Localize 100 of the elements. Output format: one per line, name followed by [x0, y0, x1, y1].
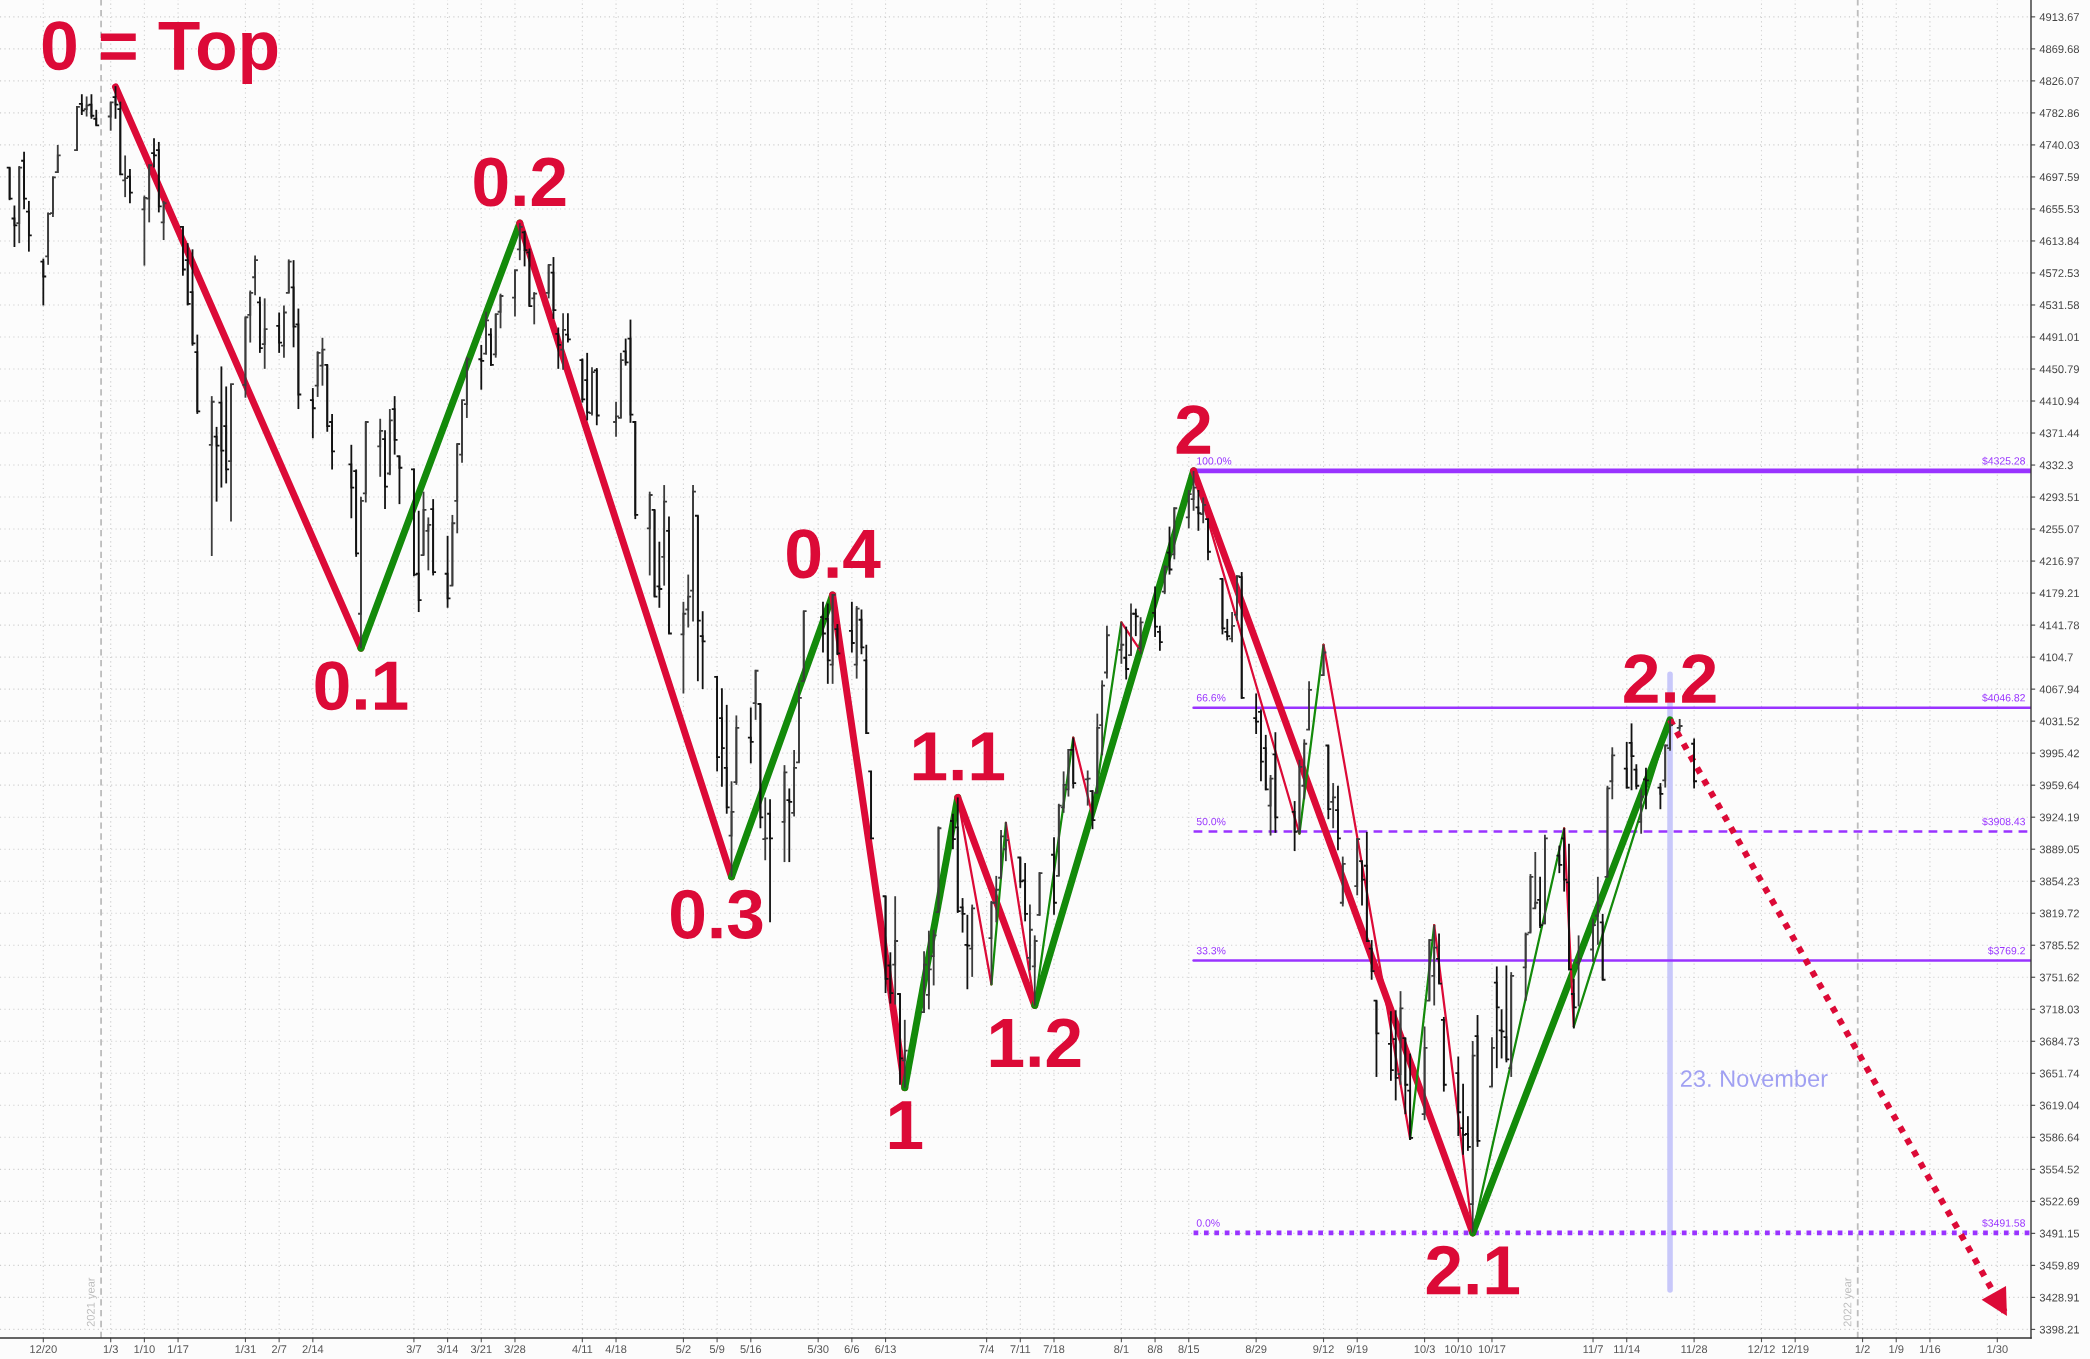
y-tick-label: 4450.79: [2039, 365, 2079, 374]
annotation: 0 = Top: [42, 21, 278, 85]
y-tick-label: 4179.21: [2039, 589, 2079, 598]
x-tick-label: 10/17: [1478, 1344, 1506, 1354]
y-tick-label: 4655.53: [2039, 205, 2080, 214]
data-label: $3908.43: [1982, 817, 2025, 826]
y-tick-label: 3651.74: [2039, 1069, 2080, 1078]
x-tick-label: 7/18: [1043, 1344, 1065, 1354]
y-tick-label: 3586.64: [2039, 1133, 2080, 1142]
data-label: $3769.2: [1987, 946, 2025, 955]
ref-line-label: 2021 year: [86, 1277, 97, 1327]
y-tick-label: 3522.69: [2039, 1197, 2079, 1206]
y-tick-label: 4613.84: [2039, 237, 2080, 246]
y-tick-label: 3889.05: [2039, 845, 2080, 854]
x-tick-label: 7/4: [979, 1344, 995, 1354]
y-tick-label: 4410.94: [2039, 397, 2080, 406]
x-tick-label: 12/19: [1782, 1344, 1809, 1354]
y-tick-label: 3959.64: [2039, 781, 2080, 790]
y-tick-label: 3491.15: [2039, 1229, 2080, 1238]
y-tick-label: 4216.97: [2039, 557, 2079, 566]
x-tick-label: 10/3: [1414, 1344, 1435, 1354]
y-tick-label: 4697.59: [2039, 173, 2079, 182]
y-tick-label: 4293.51: [2039, 493, 2079, 502]
series-label: 100.0%: [1197, 457, 1232, 465]
x-tick-label: 7/11: [1010, 1344, 1031, 1354]
y-tick-label: 3684.73: [2039, 1037, 2080, 1046]
x-tick-label: 12/20: [30, 1344, 57, 1354]
y-tick-label: 3554.52: [2039, 1165, 2079, 1174]
y-tick-label: 3785.52: [2039, 941, 2079, 950]
y-tick-label: 3718.03: [2039, 1005, 2080, 1014]
y-tick-label: 4067.94: [2039, 685, 2080, 694]
series-label: 33.3%: [1196, 947, 1226, 955]
y-tick-label: 4740.03: [2039, 141, 2080, 150]
x-tick-label: 11/14: [1614, 1344, 1640, 1354]
x-tick-label: 1/10: [134, 1344, 155, 1354]
series-label: 50.0%: [1196, 817, 1226, 826]
x-tick-label: 3/14: [437, 1344, 459, 1354]
x-tick-label: 11/7: [1583, 1344, 1603, 1354]
y-tick-label: 3924.19: [2039, 813, 2079, 822]
x-tick-label: 12/12: [1748, 1344, 1775, 1354]
annotation: 2.1: [1426, 1245, 1520, 1295]
y-tick-label: 3619.04: [2039, 1101, 2080, 1110]
x-tick-label: 2/14: [302, 1344, 324, 1354]
x-tick-label: 8/8: [1147, 1344, 1163, 1354]
x-tick-label: 1/9: [1889, 1344, 1904, 1354]
x-tick-label: 1/16: [1919, 1344, 1941, 1354]
annotation: 2.2: [1624, 654, 1716, 703]
y-tick-label: 4104.7: [2039, 653, 2073, 662]
annotation: 0.2: [474, 157, 566, 207]
y-tick-label: 4869.68: [2039, 45, 2080, 53]
y-tick-label: 4531.58: [2039, 301, 2080, 310]
y-tick-label: 3819.72: [2039, 909, 2079, 918]
y-tick-label: 3459.89: [2039, 1261, 2079, 1270]
x-tick-label: 1/3: [103, 1344, 118, 1354]
x-tick-label: 8/15: [1178, 1344, 1200, 1354]
x-tick-label: 1/2: [1855, 1344, 1870, 1354]
x-tick-label: 3/21: [470, 1344, 492, 1354]
data-label: $4325.28: [1982, 456, 2025, 466]
x-tick-label: 1/31: [235, 1344, 256, 1354]
x-tick-label: 8/1: [1114, 1344, 1129, 1354]
x-tick-label: 9/12: [1313, 1344, 1334, 1354]
x-tick-label: 4/11: [572, 1344, 593, 1354]
y-tick-label: 3995.42: [2039, 749, 2079, 758]
x-tick-label: 6/6: [844, 1344, 860, 1354]
y-tick-label: 4782.86: [2039, 109, 2080, 118]
y-tick-label: 4031.52: [2039, 717, 2079, 726]
annotation: 0.4: [787, 529, 881, 579]
x-tick-label: 1/30: [1987, 1344, 2008, 1354]
x-tick-label: 2/7: [271, 1344, 287, 1354]
y-tick-label: 3854.23: [2039, 877, 2080, 886]
y-tick-label: 4332.3: [2039, 461, 2073, 470]
y-tick-label: 4491.01: [2039, 333, 2079, 342]
y-tick-label: 4913.67: [2039, 13, 2079, 21]
annotation: 0.1: [315, 661, 408, 711]
x-tick-label: 10/10: [1445, 1344, 1472, 1354]
annotation: 2: [1176, 405, 1211, 454]
x-tick-label: 6/13: [875, 1344, 896, 1354]
annotation: 0.3: [671, 889, 763, 940]
data-label: $3491.58: [1982, 1218, 2025, 1228]
series-label: 0.0%: [1196, 1219, 1220, 1227]
y-tick-label: 4572.53: [2039, 269, 2080, 278]
annotation: 1.2: [990, 1018, 1081, 1067]
ref-line-label: 2022 year: [1843, 1277, 1854, 1327]
x-tick-label: 4/18: [605, 1344, 627, 1354]
y-tick-label: 3398.21: [2039, 1325, 2079, 1334]
x-tick-label: 3/28: [504, 1344, 526, 1354]
y-tick-label: 4255.07: [2039, 525, 2079, 534]
y-tick-label: 4141.78: [2039, 621, 2080, 630]
y-tick-label: 3428.91: [2039, 1293, 2079, 1302]
series-label: 23. November: [1680, 1069, 1828, 1087]
x-tick-label: 8/29: [1245, 1344, 1267, 1354]
x-tick-label: 5/30: [807, 1344, 829, 1354]
x-tick-label: 11/28: [1681, 1344, 1708, 1354]
y-tick-label: 3751.62: [2039, 973, 2079, 982]
y-tick-label: 4826.07: [2039, 77, 2079, 86]
series-label: 66.6%: [1196, 694, 1226, 702]
x-tick-label: 3/7: [406, 1344, 422, 1354]
x-tick-label: 5/16: [740, 1344, 762, 1354]
annotation: 1: [889, 1101, 923, 1150]
x-tick-label: 1/17: [168, 1344, 189, 1354]
